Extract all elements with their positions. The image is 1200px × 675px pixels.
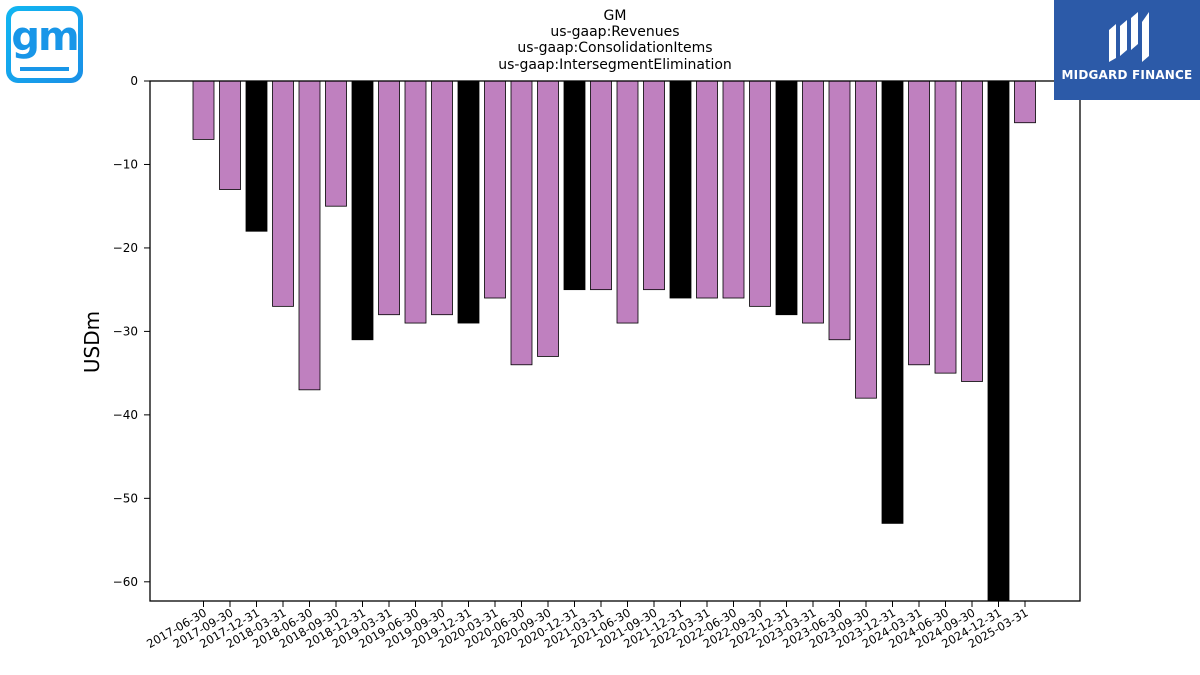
bar-2021-12-31 [669,80,692,299]
bar-2019-09-30 [431,80,453,316]
bar-2019-03-31 [378,80,400,316]
midgard-finance-text: MIDGARD FINANCE [1061,68,1193,82]
y-tick-label: 0 [130,74,138,88]
y-tick-label: −10 [113,157,138,171]
bar-2022-06-30 [722,80,745,299]
y-axis-ticks: 0 −10 −20 −30 −40 −50 −60 [113,74,150,589]
bar-2018-03-31 [272,80,294,307]
bar-2017-06-30 [192,80,215,140]
bar-2021-03-31 [590,80,612,291]
midgard-finance-logo: MIDGARD FINANCE [1054,0,1200,100]
bar-2024-03-31 [908,80,930,366]
bar-2025-03-31 [1014,80,1036,124]
y-tick-label: −50 [113,491,138,505]
y-axis-label: USDm [80,311,104,373]
bar-2018-12-31 [351,80,374,341]
bar-2023-12-31 [881,80,904,524]
bar-2022-03-31 [696,80,718,299]
bar-2020-12-31 [563,80,586,291]
y-tick-label: −60 [113,575,138,589]
bar-2024-12-31 [987,80,1010,602]
x-axis-ticks: 2017-06-302017-09-302017-12-312018-03-31… [144,601,1031,651]
bar-2021-06-30 [616,80,639,324]
bar-2019-06-30 [404,80,427,324]
bar-2020-06-30 [510,80,533,366]
bar-2017-12-31 [245,80,268,232]
bar-2017-09-30 [219,80,241,190]
bar-2018-06-30 [298,80,321,391]
y-tick-label: −20 [113,241,138,255]
title-line-3: us-gaap:ConsolidationItems [517,40,712,56]
bar-2023-03-31 [802,80,824,324]
y-tick-label: −40 [113,408,138,422]
bar-2019-12-31 [457,80,480,324]
gm-logo: gm [6,6,83,83]
plot-frame [149,80,1081,602]
title-line-4: us-gaap:IntersegmentElimination [498,57,732,73]
bar-2020-03-31 [484,80,506,299]
bar-2018-09-30 [325,80,347,207]
gm-logo-text: gm [11,14,79,60]
bar-2022-12-31 [775,80,798,316]
y-tick-label: −30 [113,324,138,338]
bar-2021-09-30 [643,80,665,291]
title-line-2: us-gaap:Revenues [550,24,679,40]
midgard-mark-icon [1109,12,1149,62]
bar-2023-06-30 [828,80,851,341]
bar-2024-09-30 [961,80,983,382]
title-line-1: GM [604,8,627,24]
bar-2024-06-30 [934,80,957,374]
bar-2020-09-30 [537,80,559,357]
bars [192,80,1036,602]
bar-2022-09-30 [749,80,771,307]
bar-2023-09-30 [855,80,877,399]
chart-title: GM us-gaap:Revenues us-gaap:Consolidatio… [498,8,732,73]
